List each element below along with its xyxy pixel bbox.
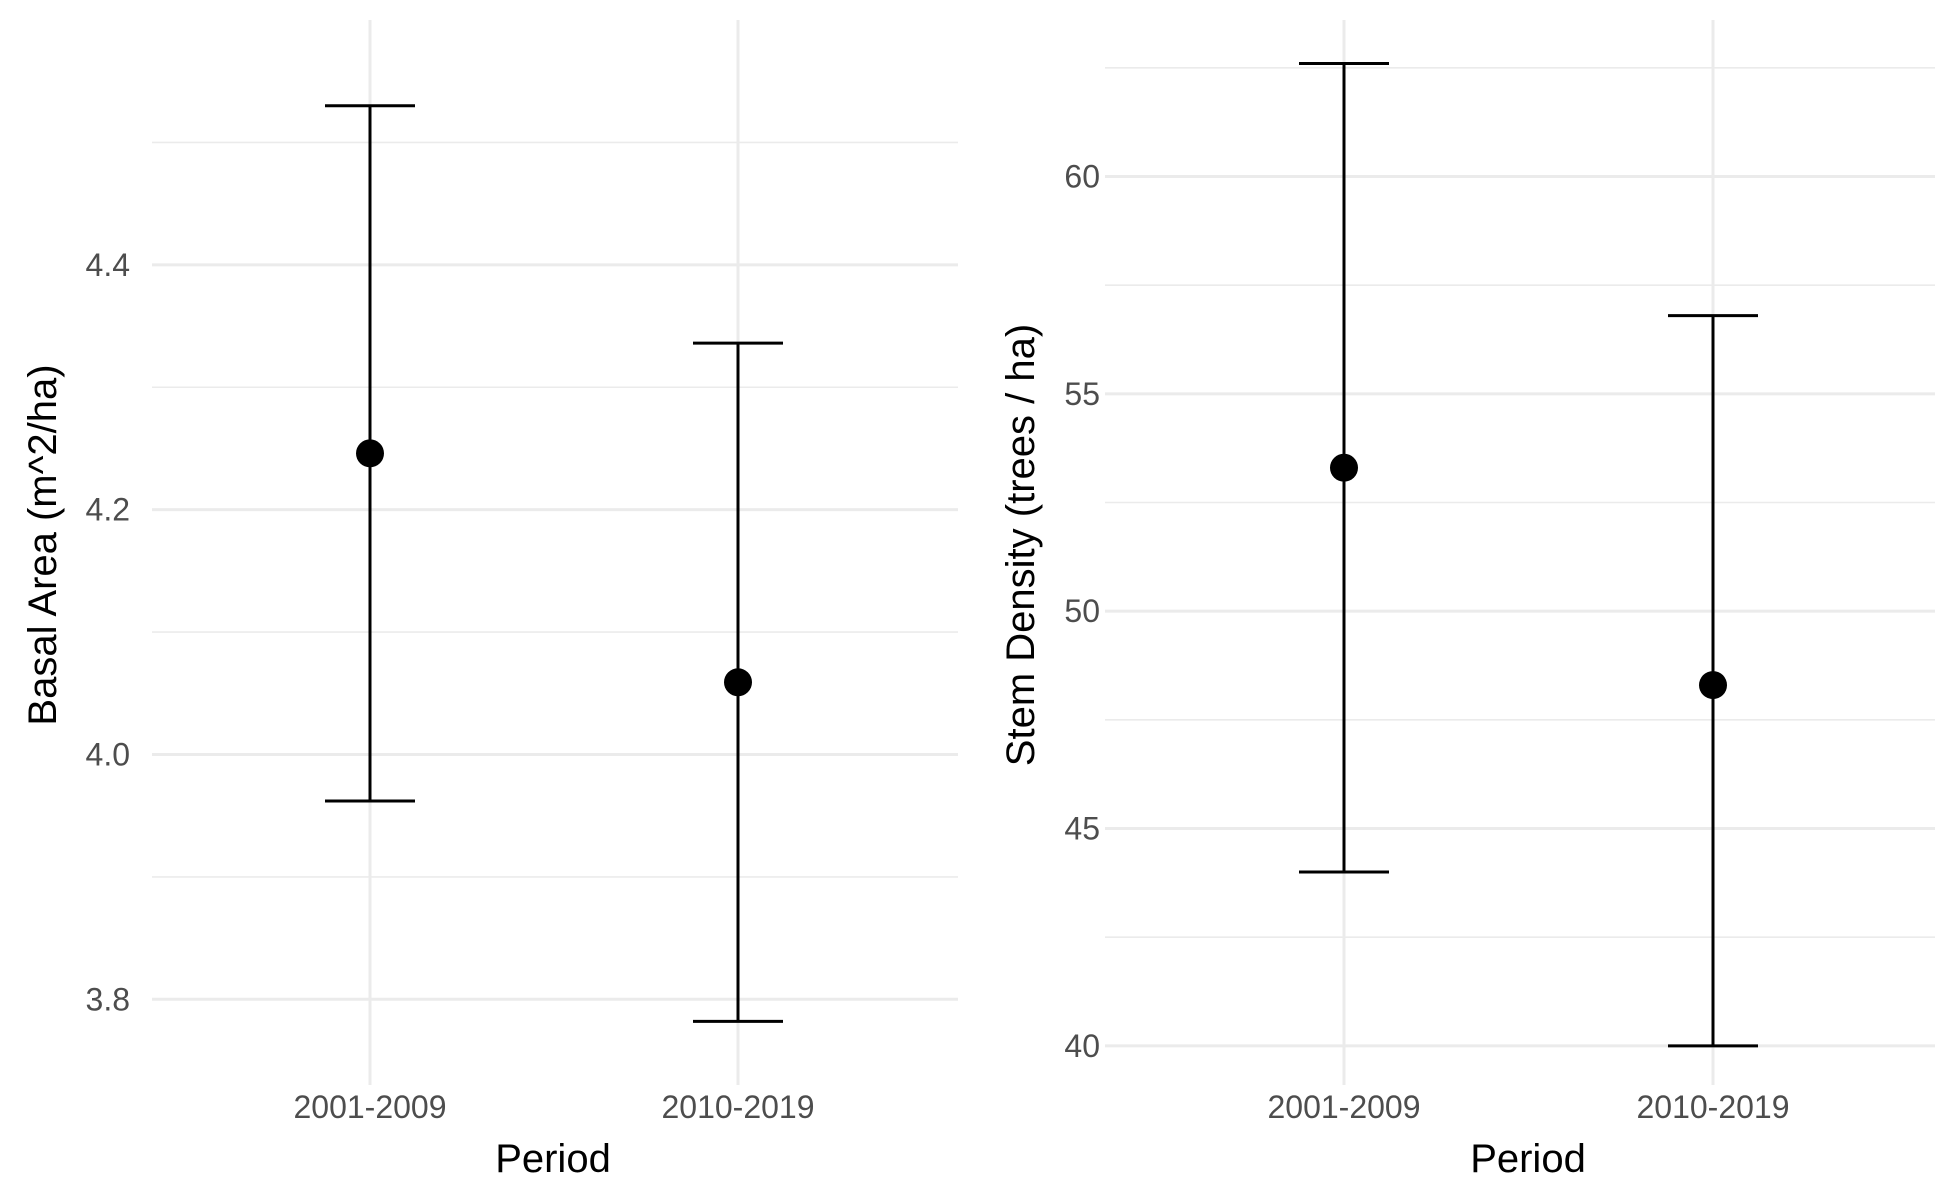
major-grid (152, 20, 958, 1085)
x-tick-labels: 2001-2009 2010-2019 (1267, 1089, 1789, 1125)
x-axis-title: Period (495, 1137, 611, 1181)
x-tick-labels: 2001-2009 2010-2019 (293, 1089, 814, 1125)
x-tick-label: 2010-2019 (1636, 1089, 1789, 1125)
major-grid (1105, 20, 1935, 1085)
x-tick-label: 2001-2009 (293, 1089, 446, 1125)
y-tick-label: 45 (1064, 811, 1100, 847)
x-axis-title: Period (1470, 1137, 1586, 1181)
y-tick-label: 55 (1064, 376, 1100, 412)
minor-grid (1105, 67, 1935, 939)
y-tick-label: 60 (1064, 158, 1100, 194)
mean-point (356, 439, 384, 468)
panel-stem-density: 40 45 50 55 60 2001-2009 2010-2019 Period Ste… (999, 20, 1935, 1181)
x-tick-label: 2010-2019 (661, 1089, 814, 1125)
y-tick-label: 4.4 (86, 247, 130, 283)
error-bars (1299, 61, 1758, 1048)
y-tick-label: 4.2 (86, 492, 130, 528)
y-tick-labels: 40 45 50 55 60 (1064, 158, 1100, 1063)
mean-point (1330, 453, 1358, 482)
y-tick-label: 4.0 (86, 736, 130, 772)
error-bars (325, 104, 783, 1023)
minor-grid (152, 141, 958, 878)
mean-point (724, 668, 752, 697)
y-axis-title: Basal Area (m^2/ha) (21, 364, 65, 725)
mean-point (1699, 671, 1727, 700)
y-axis-title: Stem Density (trees / ha) (999, 324, 1043, 766)
y-tick-label: 40 (1064, 1028, 1100, 1064)
y-tick-label: 50 (1064, 593, 1100, 629)
panel-basal-area: 3.8 4.0 4.2 4.4 2001-2009 2010-2019 Period B… (21, 20, 958, 1181)
y-tick-labels: 3.8 4.0 4.2 4.4 (86, 247, 130, 1017)
x-tick-label: 2001-2009 (1267, 1089, 1420, 1125)
y-tick-label: 3.8 (86, 981, 130, 1017)
